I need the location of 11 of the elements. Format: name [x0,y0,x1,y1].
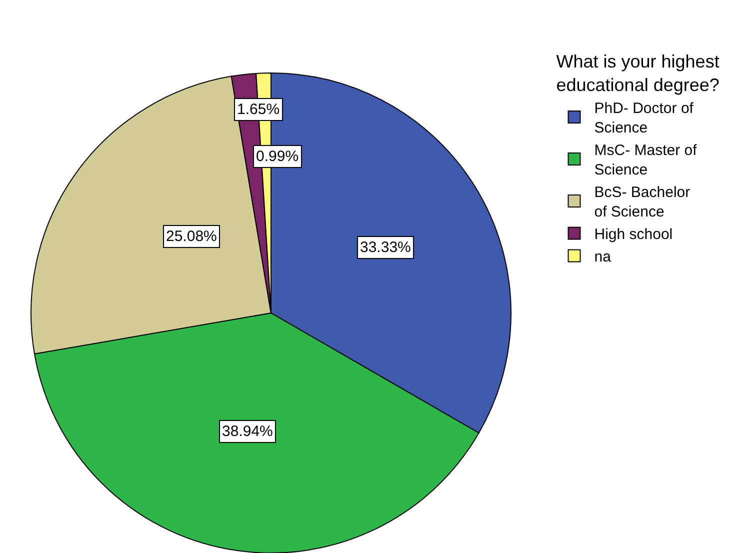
legend-label: na [594,248,612,266]
legend-label: High school [594,226,673,244]
data-label: 0.99% [256,148,299,165]
legend-title: What is your highest educational degree? [556,52,720,96]
data-label: 25.08% [166,228,217,245]
legend-label: MsC- Master of Science [594,142,698,179]
data-label: 33.33% [360,239,411,256]
data-label: 38.94% [222,423,273,440]
legend-label: BcS- Bachelor of Science [594,184,690,221]
data-label: 1.65% [237,101,280,118]
legend-label: PhD- Doctor of Science [594,100,694,137]
